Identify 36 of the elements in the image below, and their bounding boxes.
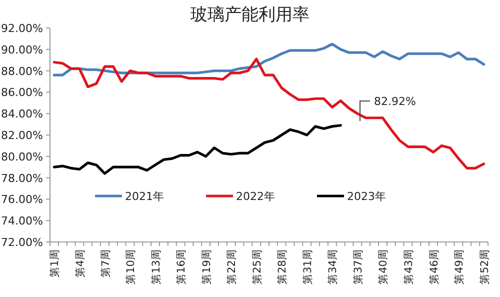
x-tick-label: 第19周 xyxy=(200,249,213,284)
x-tick-label: 第16周 xyxy=(176,249,188,284)
x-tick-label: 第34周 xyxy=(327,249,340,284)
chart-title: 玻璃产能利用率 xyxy=(190,5,310,24)
legend-label: 2021年 xyxy=(125,190,164,203)
y-tick-label: 76.00% xyxy=(1,193,43,206)
x-tick-label: 第31周 xyxy=(302,249,314,284)
x-tick-label: 第22周 xyxy=(226,249,238,284)
x-tick-label: 第25周 xyxy=(251,249,264,284)
legend-label: 2022年 xyxy=(236,190,275,203)
x-tick-label: 第40周 xyxy=(378,249,390,284)
x-tick-label: 第13周 xyxy=(150,249,162,284)
y-tick-label: 78.00% xyxy=(1,172,43,185)
x-tick-label: 第4周 xyxy=(74,249,86,278)
y-tick-label: 72.00% xyxy=(1,236,43,249)
annotation: 82.92% xyxy=(374,95,416,108)
x-tick-label: 第52周 xyxy=(478,249,491,284)
legend-label: 2023年 xyxy=(347,190,386,203)
x-tick-label: 第10周 xyxy=(125,249,138,284)
x-tick-label: 第28周 xyxy=(276,249,289,284)
x-tick-label: 第46周 xyxy=(428,249,440,284)
x-tick-label: 第1周 xyxy=(49,249,62,278)
y-tick-label: 92.00% xyxy=(1,22,43,35)
x-tick-label: 第37周 xyxy=(352,249,364,284)
line-series xyxy=(52,124,342,175)
y-tick-label: 90.00% xyxy=(1,43,43,56)
y-tick-label: 86.00% xyxy=(1,86,43,100)
y-tick-label: 74.00% xyxy=(1,214,43,228)
x-tick-label: 第49周 xyxy=(454,249,466,284)
y-tick-label: 88.00% xyxy=(1,64,43,78)
y-tick-label: 80.00% xyxy=(1,150,43,164)
y-tick-label: 82.00% xyxy=(1,129,43,142)
y-tick-label: 84.00% xyxy=(1,108,43,121)
x-tick-label: 第7周 xyxy=(100,249,112,278)
line-series xyxy=(52,58,486,170)
x-tick-label: 第43周 xyxy=(402,249,415,284)
